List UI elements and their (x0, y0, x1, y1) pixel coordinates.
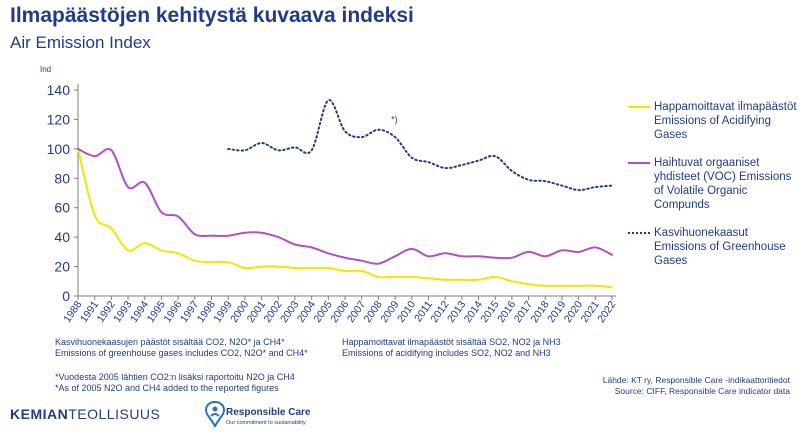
footnote-fi: *Vuodesta 2005 lähtien CO2:n lisäksi rap… (55, 372, 295, 382)
note-ghg: Kasvihuonekaasujen päästöt sisältää CO2,… (55, 337, 308, 359)
footnote: *Vuodesta 2005 lähtien CO2:n lisäksi rap… (55, 372, 295, 394)
x-tick-label: 2022 (595, 299, 618, 325)
y-tick-label: 20 (54, 259, 70, 275)
page-title: Ilmapäästöjen kehitystä kuvaava indeksi (10, 4, 414, 27)
footnote-en: *As of 2005 N2O and CH4 added to the rep… (55, 383, 279, 393)
responsible-care-tagline: Our commitment to sustainability (226, 420, 306, 426)
responsible-care-name: Responsible Care (226, 407, 311, 418)
page-subtitle: Air Emission Index (10, 33, 151, 52)
source-fi: Lähde: KT ry, Responsible Care -indikaat… (602, 375, 790, 385)
legend-swatch-ghg (628, 232, 650, 234)
y-tick-label: 0 (62, 288, 70, 304)
chart-annotation: *) (391, 114, 398, 124)
note-acid-fi: Happamoittavat ilmapäästöt sisältää SO2,… (342, 337, 561, 347)
series-line-ghg (227, 99, 613, 192)
legend-label-ghg: Kasvihuonekaasut Emissions of Greenhouse… (654, 227, 786, 267)
y-tick-label: 100 (47, 141, 71, 157)
series-line-acidifying (77, 147, 613, 289)
note-ghg-en: Emissions of greenhouse gases includes C… (55, 348, 308, 358)
brand-light: TEOLLISUUS (68, 406, 161, 422)
legend-swatch-acidifying (628, 106, 650, 108)
legend-item-ghg: Kasvihuonekaasut Emissions of Greenhouse… (628, 226, 798, 268)
source: Lähde: KT ry, Responsible Care -indikaat… (603, 375, 790, 397)
source-en: Source: CIFF, Responsible Care indicator… (614, 386, 790, 396)
note-acid-en: Emissions of acidifying includes SO2, NO… (342, 348, 551, 358)
y-tick-label: 80 (54, 170, 70, 186)
kemianteollisuus-logo: KEMIANTEOLLISUUS (10, 406, 160, 422)
legend: Happamoittavat ilmapäästöt Emissions of … (628, 100, 798, 280)
note-acid: Happamoittavat ilmapäästöt sisältää SO2,… (342, 337, 561, 359)
legend-item-voc: Haihtuvat orgaaniset yhdisteet (VOC) Emi… (628, 156, 798, 212)
brand-bold: KEMIAN (10, 406, 69, 422)
y-tick-label: 40 (54, 229, 70, 245)
legend-item-acidifying: Happamoittavat ilmapäästöt Emissions of … (628, 100, 798, 142)
y-unit-label: Ind (40, 65, 51, 74)
legend-label-voc: Haihtuvat orgaaniset yhdisteet (VOC) Emi… (654, 157, 792, 211)
legend-swatch-voc (628, 162, 650, 164)
series-line-voc (77, 147, 613, 265)
legend-label-acidifying: Happamoittavat ilmapäästöt Emissions of … (654, 101, 797, 141)
responsible-care-icon (205, 401, 225, 427)
note-ghg-fi: Kasvihuonekaasujen päästöt sisältää CO2,… (55, 337, 285, 347)
y-tick-label: 120 (47, 111, 71, 127)
y-tick-label: 60 (54, 200, 70, 216)
y-tick-label: 140 (47, 82, 71, 98)
